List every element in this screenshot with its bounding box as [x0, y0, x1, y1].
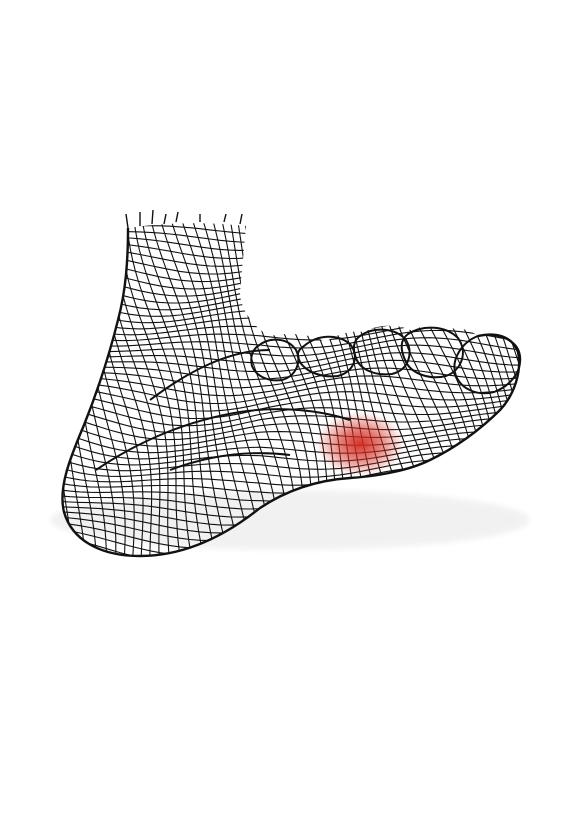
mesh-line-horizontal — [62, 424, 520, 454]
mesh-line-horizontal — [62, 401, 520, 434]
mesh-line-horizontal — [62, 379, 520, 405]
mesh-line-horizontal — [62, 286, 520, 317]
mesh-line-horizontal — [62, 243, 520, 267]
mesh-line-horizontal — [62, 238, 520, 260]
second-toe-outline — [400, 326, 464, 379]
pain-highlight-spot — [316, 412, 404, 476]
mesh-line-horizontal — [62, 295, 520, 324]
mesh-line-horizontal — [62, 344, 520, 365]
ground-shadow — [50, 490, 530, 550]
mesh-line-horizontal — [62, 303, 520, 330]
mesh-line-horizontal — [62, 389, 520, 420]
big-toe-outline — [453, 334, 522, 395]
mesh-line-vertical — [124, 223, 195, 556]
mesh-line-horizontal — [62, 408, 520, 441]
mesh-line-horizontal — [62, 374, 520, 397]
mesh-line-vertical — [164, 223, 254, 556]
mesh-line-horizontal — [62, 230, 520, 251]
mesh-line-horizontal — [62, 271, 520, 304]
mesh-line-horizontal — [62, 337, 520, 357]
mesh-line-horizontal — [62, 259, 520, 290]
mesh-line-vertical — [175, 223, 264, 556]
mesh-line-horizontal — [62, 254, 520, 283]
mesh-line-horizontal — [62, 432, 520, 460]
mesh-line-vertical — [62, 223, 76, 556]
toes — [250, 326, 522, 395]
mesh-line-horizontal — [62, 249, 520, 275]
mesh-line-vertical — [146, 223, 232, 556]
mesh-line-horizontal — [62, 265, 520, 297]
fifth-toe-outline — [250, 338, 300, 382]
sole-contours — [95, 349, 351, 471]
mesh-line-horizontal — [62, 223, 520, 228]
mesh-line-vertical — [155, 223, 243, 556]
foot-outline — [61, 227, 521, 558]
mesh-line-vertical — [138, 223, 220, 556]
mesh-line-horizontal — [62, 278, 520, 311]
mesh-line-horizontal — [62, 223, 520, 235]
mesh-line-vertical — [131, 223, 207, 556]
mesh-line-horizontal — [62, 223, 520, 243]
ankle-top-strokes — [125, 209, 243, 229]
